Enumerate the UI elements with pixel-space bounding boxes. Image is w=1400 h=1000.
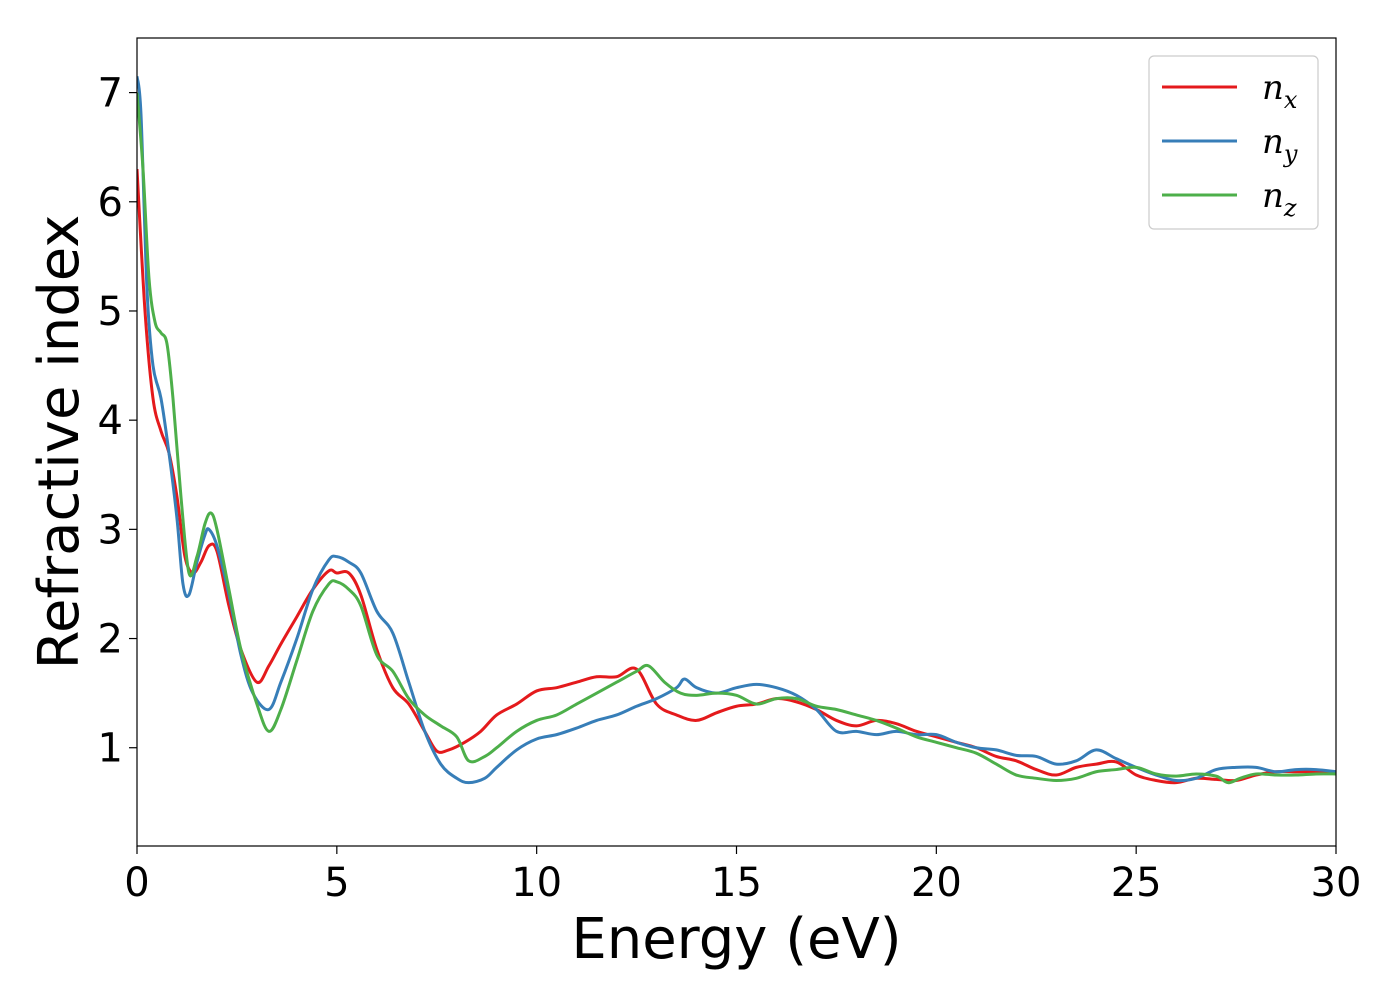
- x-axis: 0 5 10 15 20 25 30: [124, 846, 1361, 906]
- plot-area: [137, 76, 1336, 785]
- legend-label-ny: ny: [1262, 122, 1298, 168]
- x-tick-label: 20: [911, 860, 962, 906]
- x-tick-label: 15: [711, 860, 762, 906]
- y-axis-title: Refractive index: [27, 215, 92, 670]
- series-line-nx: [137, 168, 1336, 785]
- x-axis-title: Energy (eV): [571, 907, 901, 972]
- legend-label-base: n: [1262, 122, 1284, 162]
- x-tick-label: 5: [324, 860, 349, 906]
- x-tick-label: 25: [1111, 860, 1162, 906]
- series-line-nz: [137, 92, 1336, 785]
- legend-label-subscript: z: [1283, 194, 1297, 222]
- x-tick-label: 30: [1311, 860, 1362, 906]
- y-tick-label: 2: [98, 617, 123, 663]
- legend-label-base: n: [1262, 68, 1284, 108]
- x-tick-label: 0: [124, 860, 149, 906]
- legend-label-base: n: [1262, 176, 1284, 216]
- y-axis: 1 2 3 4 5 6 7: [98, 71, 137, 772]
- y-tick-label: 4: [98, 398, 123, 444]
- series-line-ny: [137, 76, 1336, 785]
- y-tick-label: 5: [98, 289, 123, 335]
- y-tick-label: 6: [98, 180, 123, 226]
- x-tick-label: 10: [511, 860, 562, 906]
- legend-label-subscript: x: [1284, 86, 1298, 114]
- y-tick-label: 7: [98, 71, 123, 117]
- legend-label-nx: nx: [1262, 68, 1298, 114]
- y-tick-label: 3: [98, 507, 123, 553]
- legend-label-subscript: y: [1283, 140, 1298, 168]
- y-tick-label: 1: [98, 726, 123, 772]
- legend-label-nz: nz: [1262, 176, 1297, 222]
